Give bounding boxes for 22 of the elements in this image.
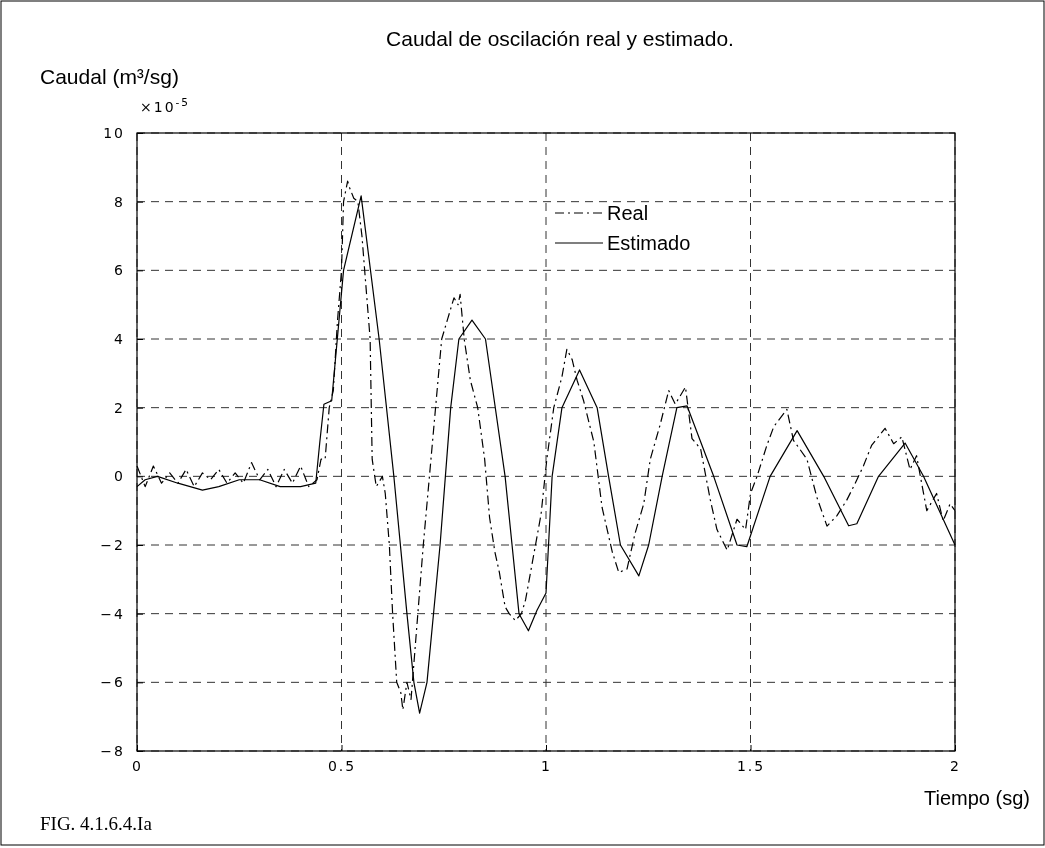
x-tick-label: 1 [541, 757, 552, 774]
y-tick-label: −6 [100, 674, 125, 691]
y-tick-label: 4 [114, 330, 125, 347]
legend-label: Estimado [607, 232, 691, 254]
y-tick-label: −2 [100, 536, 125, 553]
x-axis-title: Tiempo (sg) [924, 787, 1030, 809]
x-tick-label: 0.5 [327, 757, 357, 774]
y-tick-label: 2 [114, 399, 125, 416]
y-tick-label: −8 [100, 742, 125, 759]
caption: FIG. 4.1.6.4.Ia [40, 813, 153, 834]
y-tick-label: 0 [114, 468, 125, 485]
x-tick-label: 1.5 [736, 757, 766, 774]
x-tick-label: 0 [132, 757, 143, 774]
text: ×10$^{-5}$ [140, 96, 191, 115]
y-tick-label: 8 [114, 193, 125, 210]
chart-title: Caudal de oscilación real y estimado. [386, 27, 734, 50]
y-tick-label: −4 [100, 605, 125, 622]
y-tick-label: 10 [103, 124, 125, 141]
x-tick-label: 2 [950, 757, 961, 774]
y-axis-title: Caudal (m³/sg) [40, 65, 179, 88]
legend-label: Real [607, 202, 649, 224]
y-tick-label: 6 [114, 262, 125, 279]
